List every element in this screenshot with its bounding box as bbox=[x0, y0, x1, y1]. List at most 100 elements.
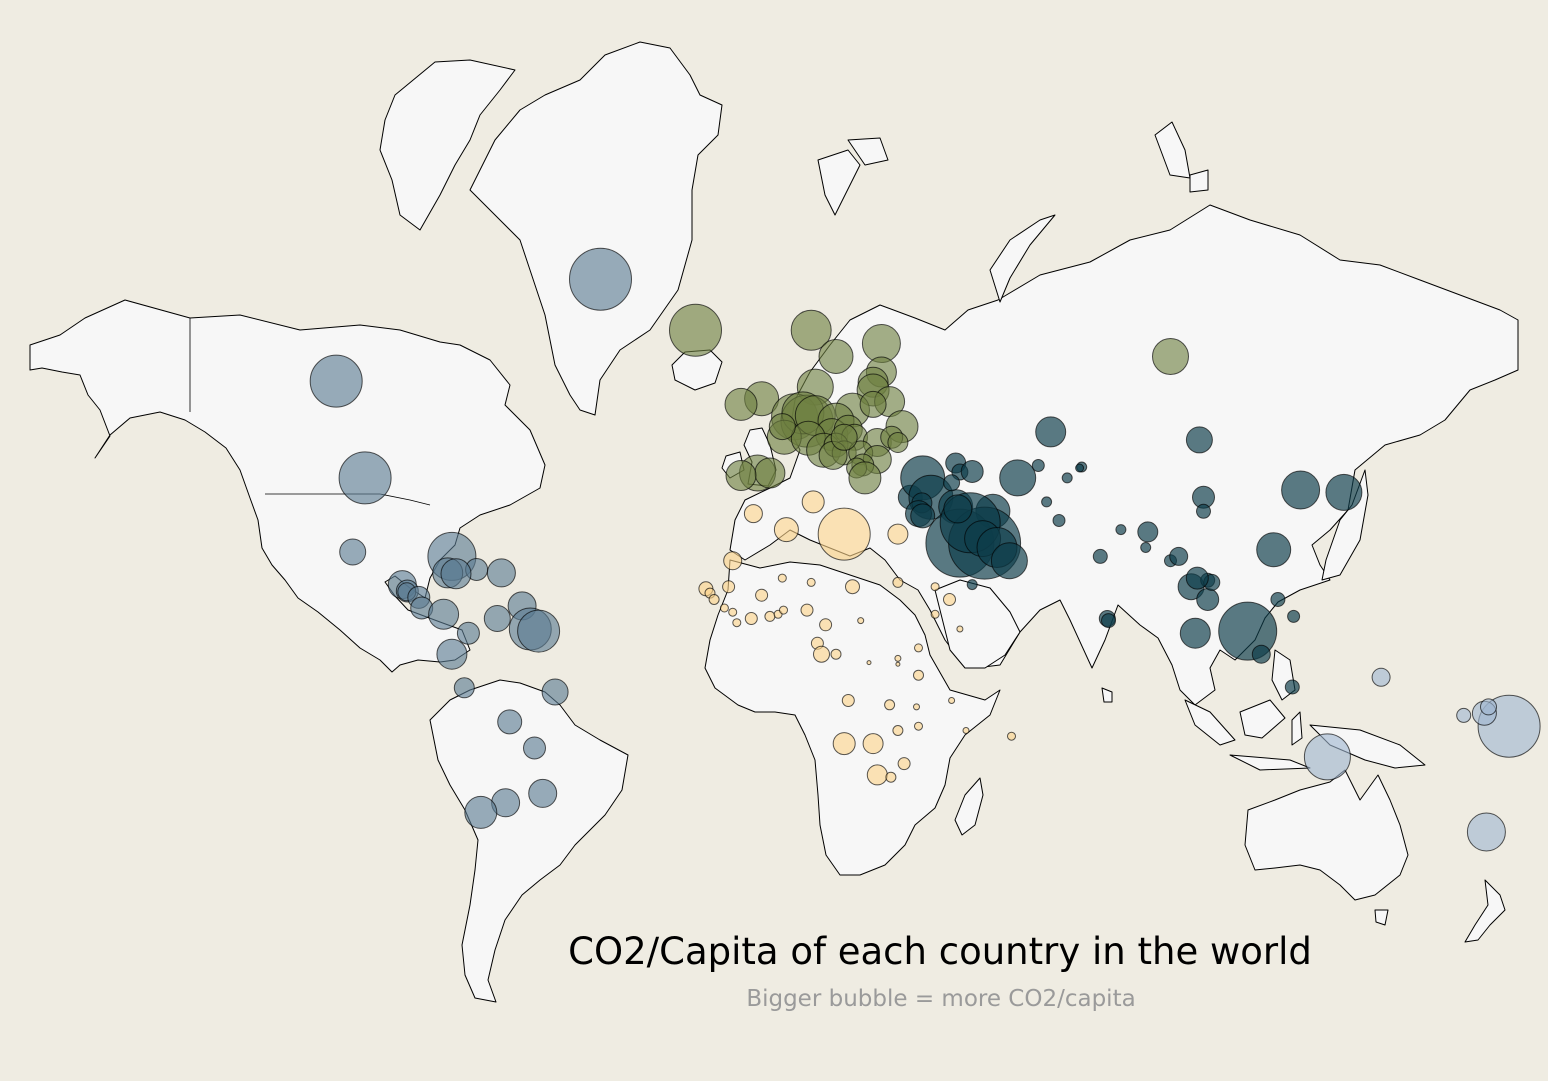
bubble-asia-28 bbox=[1092, 548, 1108, 564]
bubble-americas-25 bbox=[528, 778, 558, 808]
bubble-asia-51 bbox=[943, 474, 961, 492]
new-zealand bbox=[1464, 879, 1506, 943]
continent-north-america bbox=[29, 299, 546, 673]
bubble-asia-31 bbox=[1140, 542, 1152, 553]
bubble-africa-42 bbox=[832, 732, 856, 756]
bubble-europe-2 bbox=[818, 339, 854, 374]
bubble-americas-7 bbox=[440, 558, 472, 590]
bubble-americas-23 bbox=[497, 709, 523, 735]
bubble-americas-19 bbox=[456, 621, 480, 645]
bubble-africa-25 bbox=[819, 618, 833, 632]
bubble-oceania-0 bbox=[1303, 733, 1351, 781]
bubble-africa-10 bbox=[845, 579, 860, 595]
bubble-africa-35 bbox=[895, 661, 901, 667]
bubble-africa-48 bbox=[1007, 731, 1016, 741]
map-title: CO2/Capita of each country in the world bbox=[568, 930, 1312, 973]
bubble-asia-52 bbox=[943, 494, 973, 524]
bubble-africa-3 bbox=[801, 490, 825, 514]
bubble-asia-27 bbox=[1052, 514, 1066, 527]
bubble-africa-24 bbox=[800, 603, 814, 617]
bubble-asia-37 bbox=[1185, 566, 1209, 590]
bubble-asia-50 bbox=[1196, 503, 1211, 519]
bubble-asia-10 bbox=[1075, 463, 1085, 473]
madagascar bbox=[954, 777, 984, 836]
bubble-europe-0 bbox=[669, 303, 722, 357]
bubble-oceania-1 bbox=[1466, 812, 1506, 852]
bubble-europe-4 bbox=[1152, 338, 1189, 375]
bubble-africa-4 bbox=[887, 523, 909, 545]
bubble-africa-19 bbox=[732, 618, 742, 628]
bubble-asia-45 bbox=[1281, 470, 1321, 510]
bubble-africa-16 bbox=[708, 594, 720, 605]
bubble-asia-24 bbox=[990, 542, 1028, 580]
bubble-asia-7 bbox=[1031, 459, 1045, 472]
bubble-asia-43 bbox=[1270, 592, 1286, 607]
bubble-europe-41 bbox=[887, 432, 909, 453]
land-layer bbox=[29, 41, 1519, 1003]
bubble-africa-27 bbox=[857, 617, 865, 625]
bubble-europe-1 bbox=[790, 309, 832, 351]
bubble-africa-0 bbox=[817, 507, 871, 561]
bubble-europe-38 bbox=[859, 390, 887, 418]
bubble-africa-7 bbox=[755, 588, 769, 602]
bubble-oceania-6 bbox=[1371, 667, 1391, 687]
bubble-africa-8 bbox=[777, 573, 787, 583]
bubble-africa-41 bbox=[892, 725, 904, 736]
bubble-africa-6 bbox=[722, 580, 736, 594]
bubble-asia-42 bbox=[1251, 644, 1271, 664]
bubble-africa-44 bbox=[866, 764, 888, 786]
bubble-asia-44 bbox=[1256, 532, 1292, 568]
bubble-africa-21 bbox=[764, 610, 776, 622]
bubble-africa-23 bbox=[779, 605, 788, 615]
australia bbox=[1244, 769, 1409, 926]
bubble-oceania-5 bbox=[1480, 698, 1497, 716]
bubble-americas-20 bbox=[436, 638, 468, 670]
bubble-africa-12 bbox=[930, 582, 940, 592]
svalbard-novaya-zemlya bbox=[817, 121, 1209, 303]
bubble-americas-8 bbox=[486, 558, 516, 588]
bubble-europe-34 bbox=[754, 457, 786, 489]
bubble-europe-40 bbox=[768, 413, 796, 441]
bubble-africa-49 bbox=[948, 697, 956, 704]
bubble-europe-35 bbox=[725, 460, 757, 491]
bubble-europe-11 bbox=[724, 387, 758, 421]
bubble-africa-1 bbox=[743, 504, 763, 524]
bubble-africa-13 bbox=[943, 593, 956, 606]
bubble-americas-14 bbox=[428, 598, 460, 630]
bubble-asia-40 bbox=[1179, 617, 1211, 649]
bubble-africa-32 bbox=[894, 654, 902, 662]
bubble-americas-22 bbox=[541, 678, 569, 706]
bubble-africa-34 bbox=[956, 625, 964, 633]
bubble-asia-34 bbox=[1196, 588, 1220, 611]
bubble-americas-27 bbox=[464, 795, 498, 829]
bubble-africa-29 bbox=[813, 645, 830, 663]
bubble-africa-37 bbox=[841, 694, 855, 707]
bubble-africa-30 bbox=[830, 648, 842, 660]
bubble-africa-31 bbox=[866, 660, 872, 666]
bubble-asia-39 bbox=[1101, 613, 1116, 629]
arctic-islands bbox=[379, 59, 516, 231]
map-subtitle: Bigger bubble = more CO2/capita bbox=[746, 986, 1136, 1012]
bubble-asia-46 bbox=[1325, 473, 1363, 511]
bubble-africa-18 bbox=[728, 607, 738, 617]
bubble-asia-0 bbox=[1035, 416, 1067, 448]
bubble-americas-1 bbox=[309, 354, 363, 408]
bubble-africa-2 bbox=[773, 517, 799, 543]
bubble-layer bbox=[309, 247, 1541, 852]
bubble-asia-29 bbox=[1115, 524, 1127, 536]
bubble-africa-46 bbox=[885, 771, 897, 783]
bubble-americas-24 bbox=[523, 736, 546, 760]
bubble-asia-30 bbox=[1137, 521, 1159, 543]
bubble-africa-26 bbox=[930, 609, 940, 619]
bubble-asia-49 bbox=[1169, 546, 1189, 566]
bubble-asia-8 bbox=[1061, 472, 1073, 484]
bubble-africa-43 bbox=[862, 733, 884, 755]
bubble-asia-5 bbox=[960, 460, 984, 483]
bubble-americas-0 bbox=[569, 247, 632, 311]
bubble-africa-38 bbox=[884, 699, 896, 711]
bubble-americas-3 bbox=[339, 538, 367, 566]
bubble-americas-15 bbox=[483, 605, 511, 632]
bubble-africa-40 bbox=[914, 721, 923, 731]
bubble-africa-36 bbox=[913, 669, 924, 681]
